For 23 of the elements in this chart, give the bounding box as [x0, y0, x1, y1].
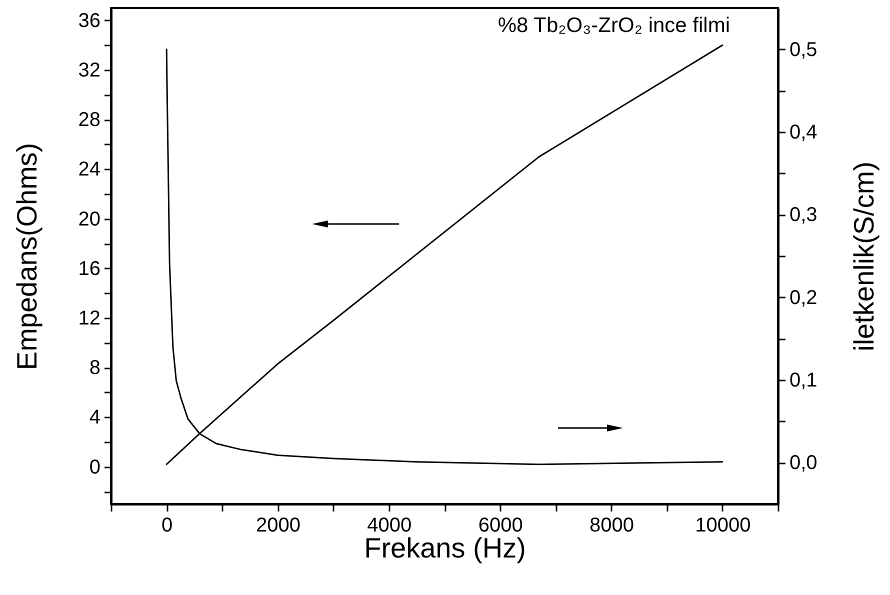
annotation: %8 Tb₂O₃-ZrO₂ ince filmi [496, 14, 730, 38]
y-tick-label: 12 [78, 308, 100, 330]
y-tick-label: 8 [89, 357, 100, 380]
y-tick-label: 16 [78, 258, 100, 280]
y2-tick-label: 0,1 [790, 370, 818, 392]
x-tick-label: 0 [162, 514, 173, 536]
y-tick-label: 0 [89, 456, 100, 478]
y-tick-label: 20 [78, 208, 100, 230]
y2-tick-label: 0,3 [790, 204, 818, 226]
x-tick-label: 2000 [256, 514, 300, 536]
y2-tick-label: 0,2 [790, 286, 818, 309]
x-tick-label: 10000 [695, 514, 751, 536]
y-tick-label: 32 [78, 60, 100, 82]
y-tick-label: 24 [78, 158, 100, 181]
y2-tick-label: 0,4 [790, 122, 818, 144]
y-tick-label: 4 [89, 406, 100, 429]
x-tick-label: 8000 [590, 514, 634, 536]
y2-tick-label: 0,5 [790, 38, 818, 61]
y-tick-label: 28 [78, 109, 100, 132]
y2-axis-title: iletkenlik(S/cm) [848, 162, 880, 352]
y2-tick-label: 0,0 [790, 452, 818, 474]
y-axis-title: Empedans(Ohms) [12, 142, 42, 370]
y-tick-label: 36 [78, 10, 100, 32]
